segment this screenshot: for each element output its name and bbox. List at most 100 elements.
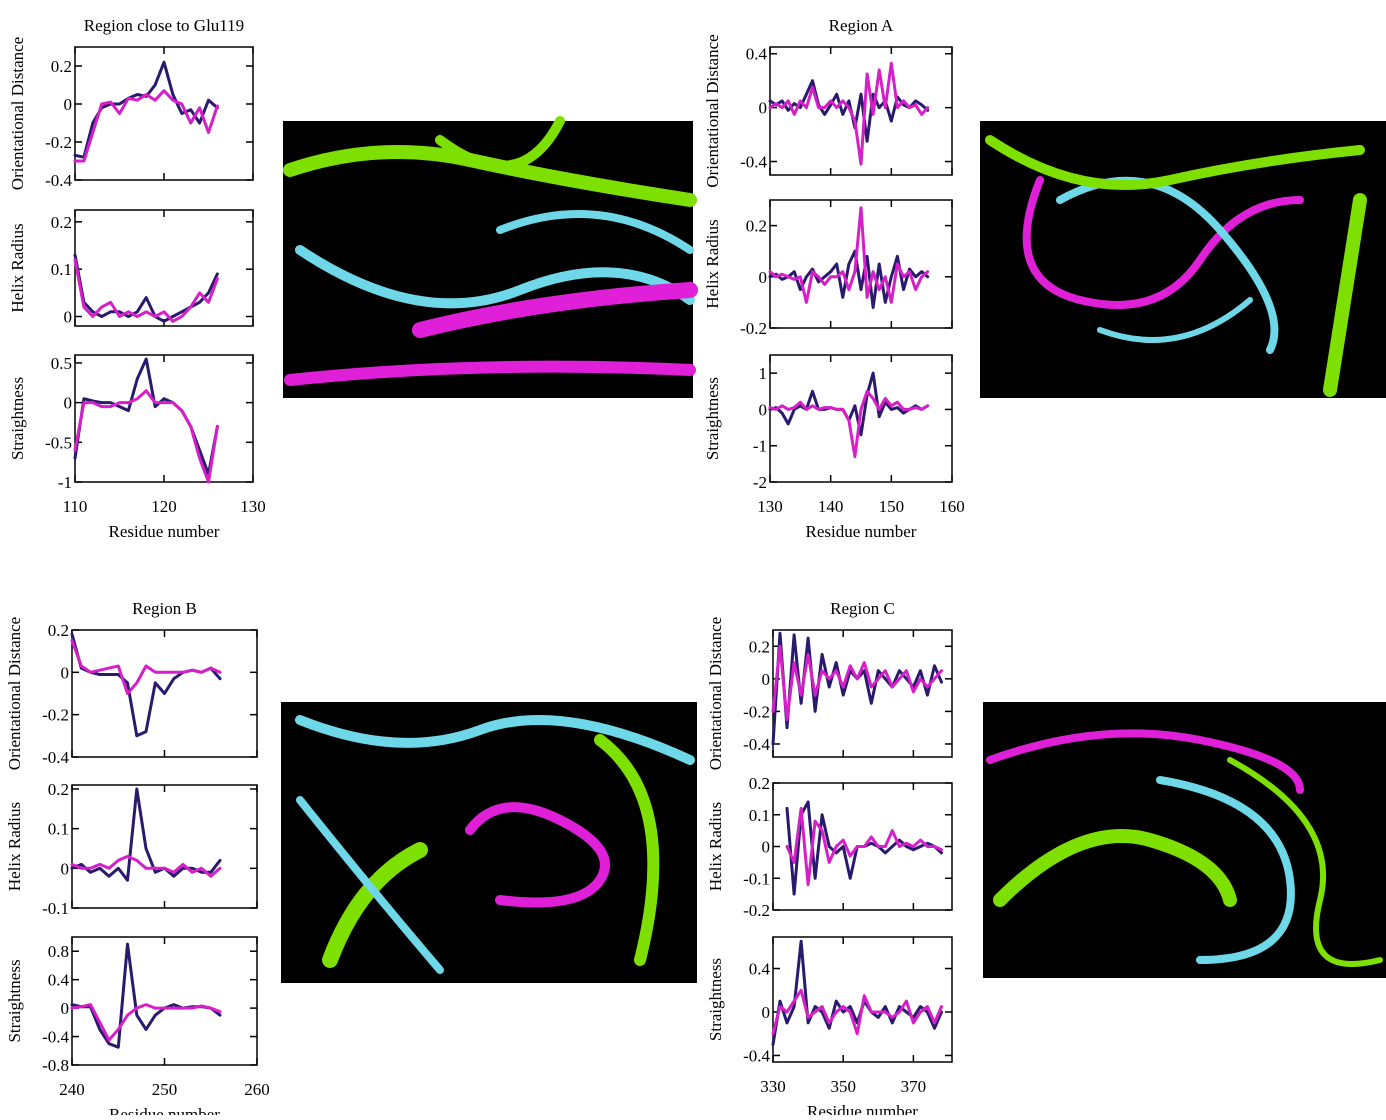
data-line — [70, 942, 222, 1049]
y-axis-label: Straightness — [8, 377, 27, 460]
y-tick-label: 0.1 — [48, 820, 69, 839]
y-tick-label: -0.1 — [42, 899, 69, 918]
y-axis-label: Orientational Distance — [5, 617, 24, 770]
structure-image — [281, 702, 697, 983]
data-line — [73, 258, 219, 323]
y-tick-label: -0.2 — [743, 702, 770, 721]
x-tick-label: 140 — [818, 497, 844, 516]
y-axis-label: Orientational Distance — [706, 617, 725, 770]
data-line — [73, 253, 219, 323]
y-tick-label: -0.4 — [740, 153, 767, 172]
y-tick-label: 0 — [61, 999, 70, 1018]
y-tick-label: -0.2 — [42, 706, 69, 725]
y-tick-label: -1 — [58, 473, 72, 492]
y-tick-label: 0.8 — [48, 942, 69, 961]
y-tick-label: 0 — [61, 859, 70, 878]
x-axis-label: Residue number — [109, 522, 220, 541]
structure-image — [983, 702, 1386, 978]
data-line — [73, 89, 219, 163]
y-axis-label: Helix Radius — [703, 219, 722, 308]
y-axis-label: Helix Radius — [8, 223, 27, 312]
y-tick-label: -0.4 — [42, 748, 69, 767]
y-tick-label: -0.2 — [45, 133, 72, 152]
data-line — [73, 60, 219, 159]
x-tick-label: 120 — [151, 497, 177, 516]
x-axis-label: Residue number — [806, 522, 917, 541]
y-tick-label: 0.2 — [746, 217, 767, 236]
plot-frame — [71, 784, 258, 909]
y-tick-label: 0 — [64, 308, 73, 327]
y-tick-label: 0 — [762, 838, 771, 857]
x-tick-label: 130 — [757, 497, 783, 516]
y-axis-label: Orientational Distance — [8, 37, 27, 190]
x-tick-label: 250 — [152, 1080, 178, 1099]
y-tick-label: 0 — [64, 95, 73, 114]
y-tick-label: 0.1 — [749, 806, 770, 825]
plot-frame — [772, 936, 953, 1063]
y-tick-label: -1 — [753, 437, 767, 456]
y-axis-label: Orientational Distance — [703, 34, 722, 187]
x-tick-label: 330 — [760, 1077, 786, 1096]
data-line — [768, 389, 930, 459]
data-line — [70, 639, 222, 695]
y-tick-label: 0.2 — [48, 780, 69, 799]
y-tick-label: 0 — [759, 99, 768, 118]
x-axis-label: Residue number — [807, 1102, 918, 1115]
y-tick-label: -0.1 — [743, 869, 770, 888]
y-axis-label: Straightness — [703, 377, 722, 460]
x-tick-label: 240 — [59, 1080, 85, 1099]
y-tick-label: 0.2 — [51, 213, 72, 232]
plot-frame — [71, 936, 258, 1066]
y-tick-label: 0.2 — [48, 621, 69, 640]
y-tick-label: -0.4 — [42, 1028, 69, 1047]
x-tick-label: 260 — [244, 1080, 270, 1099]
y-tick-label: -0.4 — [45, 171, 72, 190]
y-tick-label: -0.2 — [743, 901, 770, 920]
data-line — [70, 632, 222, 738]
x-axis-label: Residue number — [109, 1105, 220, 1115]
structure-image — [283, 116, 698, 398]
chart-title: Region C — [830, 599, 895, 618]
y-tick-label: -0.5 — [45, 433, 72, 452]
y-axis-label: Helix Radius — [706, 802, 725, 891]
y-tick-label: 1 — [759, 364, 768, 383]
chart-title: Region A — [829, 16, 894, 35]
plot-frame — [769, 46, 953, 176]
x-tick-label: 370 — [901, 1077, 927, 1096]
y-tick-label: -2 — [753, 473, 767, 492]
y-tick-label: 0 — [759, 268, 768, 287]
data-line — [768, 206, 930, 304]
y-tick-label: 0.4 — [749, 960, 771, 979]
x-tick-label: 110 — [63, 497, 88, 516]
y-tick-label: 0.2 — [749, 774, 770, 793]
x-tick-label: 150 — [879, 497, 905, 516]
plot-frame — [769, 199, 953, 329]
y-tick-label: 0 — [64, 394, 73, 413]
y-tick-label: 0.5 — [51, 354, 72, 373]
y-tick-label: -0.4 — [743, 735, 770, 754]
y-tick-label: 0.1 — [51, 260, 72, 279]
data-line — [785, 806, 943, 887]
y-axis-label: Straightness — [5, 959, 24, 1042]
data-line — [70, 854, 222, 878]
plot-frame — [769, 354, 953, 483]
data-line — [771, 988, 943, 1036]
data-line — [771, 644, 943, 722]
plot-frame — [772, 629, 953, 758]
y-tick-label: 0 — [61, 663, 70, 682]
x-tick-label: 160 — [939, 497, 965, 516]
y-axis-label: Straightness — [706, 958, 725, 1041]
y-tick-label: 0 — [762, 1003, 771, 1022]
y-tick-label: 0 — [762, 670, 771, 689]
data-line — [73, 389, 219, 484]
plot-frame — [74, 354, 254, 483]
x-tick-label: 130 — [240, 497, 266, 516]
chart-title: Region B — [132, 599, 197, 618]
data-line — [771, 939, 943, 1047]
data-line — [70, 1003, 222, 1042]
chart-title: Region close to Glu119 — [84, 16, 244, 35]
y-tick-label: 0 — [759, 400, 768, 419]
y-axis-label: Helix Radius — [5, 802, 24, 891]
y-tick-label: 0.2 — [749, 637, 770, 656]
